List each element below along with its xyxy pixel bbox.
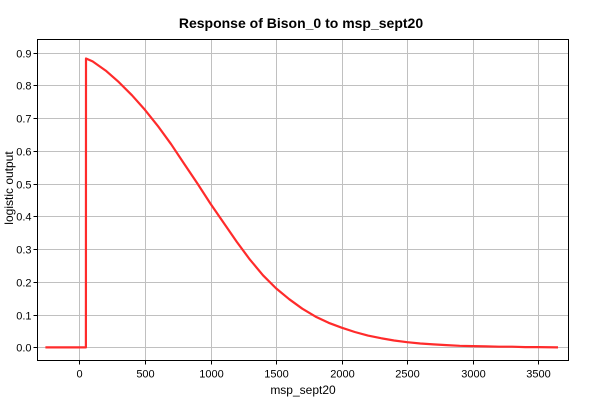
x-tick-label: 1500 bbox=[264, 369, 288, 381]
x-tick-label: 2500 bbox=[395, 369, 419, 381]
y-tick-label: 0.7 bbox=[16, 114, 31, 126]
x-axis-label: msp_sept20 bbox=[270, 383, 336, 397]
x-tick-label: 2000 bbox=[330, 369, 354, 381]
grid-layer bbox=[37, 39, 569, 361]
plot-frame bbox=[37, 39, 569, 361]
series-layer bbox=[45, 57, 559, 349]
y-axis-label: logistic output bbox=[2, 151, 16, 225]
y-tick-label: 0.1 bbox=[16, 311, 31, 323]
x-tick-label: 1000 bbox=[199, 369, 223, 381]
y-tick-label: 0.2 bbox=[16, 278, 31, 290]
chart-title: Response of Bison_0 to msp_sept20 bbox=[179, 15, 424, 31]
response-curve-line bbox=[45, 57, 559, 349]
x-tick-label: 500 bbox=[136, 369, 154, 381]
x-tick-label: 3500 bbox=[526, 369, 550, 381]
y-tick-label: 0.8 bbox=[16, 81, 31, 93]
y-tick-label: 0.9 bbox=[16, 49, 31, 61]
x-tick-label: 0 bbox=[76, 369, 82, 381]
x-tick-label: 3000 bbox=[461, 369, 485, 381]
tick-layer: 0 500 1000 1500 2000 2500 3000 3500 0.0 0.1 0.2 0.3… bbox=[16, 49, 551, 381]
y-tick-label: 0.5 bbox=[16, 180, 31, 192]
y-tick-label: 0.4 bbox=[16, 212, 31, 224]
y-tick-label: 0.6 bbox=[16, 147, 31, 159]
y-tick-label: 0.0 bbox=[16, 343, 31, 355]
y-tick-label: 0.3 bbox=[16, 245, 31, 257]
